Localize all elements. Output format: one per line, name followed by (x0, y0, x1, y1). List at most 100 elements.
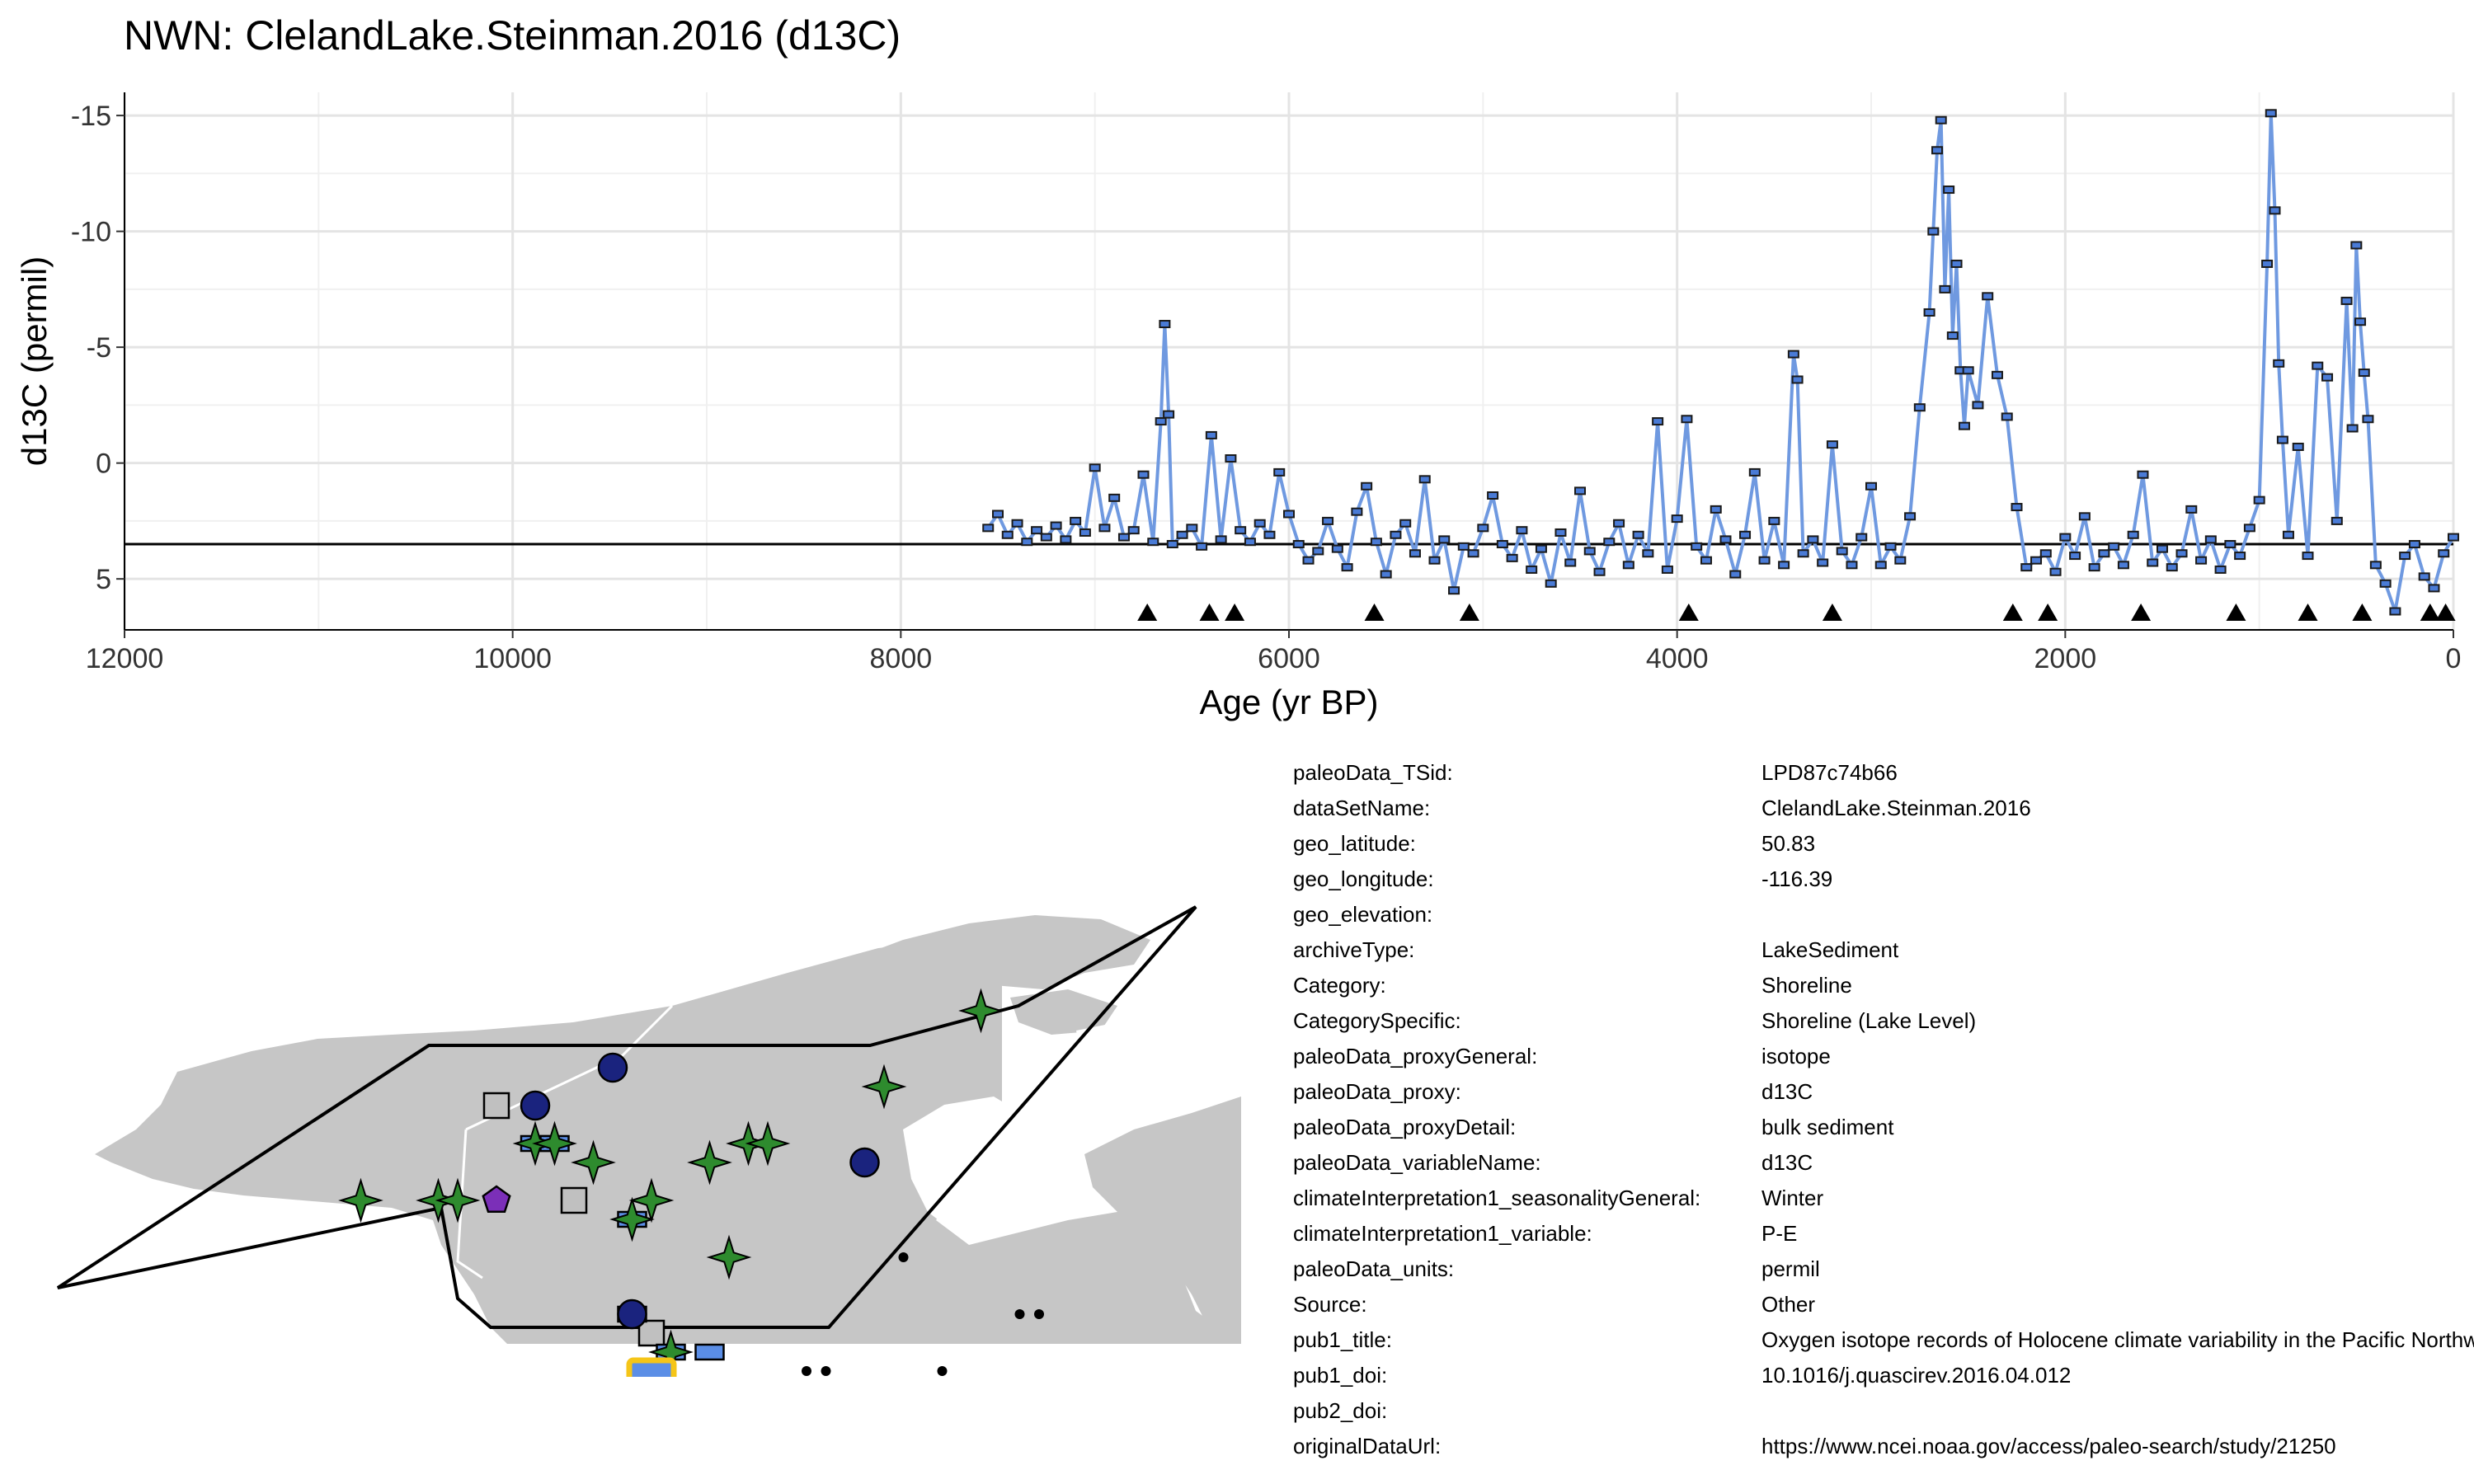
data-point (2379, 579, 2392, 588)
data-point (2175, 549, 2188, 558)
data-point (1681, 415, 1693, 424)
data-point (1467, 549, 1479, 558)
site-circle (520, 1090, 551, 1121)
data-point (1904, 512, 1917, 521)
data-point (1958, 421, 1970, 430)
age-marker-triangle (1137, 603, 1158, 621)
metadata-value: 10.1016/j.quascirev.2016.04.012 (1761, 1363, 2072, 1388)
data-point (2234, 552, 2246, 561)
site-circle (849, 1147, 880, 1178)
data-point (1322, 516, 1334, 525)
y-tick-label: 0 (96, 448, 111, 480)
age-marker-triangle (2226, 603, 2246, 621)
data-point (1661, 565, 1673, 574)
site-star (687, 1139, 732, 1186)
data-point (1739, 530, 1752, 539)
data-point (1021, 538, 1033, 547)
data-point (2224, 540, 2236, 549)
metadata-value: LakeSediment (1761, 937, 1899, 962)
data-point (1671, 514, 1683, 524)
site-dot (1034, 1309, 1044, 1319)
site-star (532, 1120, 577, 1167)
metadata-key: paleoData_units: (1293, 1256, 1455, 1281)
data-point (1807, 535, 1819, 544)
water-bodies (903, 1022, 1142, 1237)
age-marker-triangle (1364, 603, 1385, 621)
data-point (1390, 530, 1402, 539)
site-star (338, 1177, 383, 1223)
data-point (2438, 549, 2450, 558)
x-tick-label: 12000 (86, 643, 164, 674)
data-point (1787, 350, 1799, 359)
data-point (2408, 540, 2420, 549)
metadata-key: Source: (1293, 1292, 1367, 1317)
data-point (1040, 533, 1052, 542)
y-tick-label: -15 (71, 101, 111, 132)
data-point (2265, 109, 2277, 118)
data-point (1826, 440, 1838, 449)
study-region-outline (56, 905, 1197, 1329)
site-star (706, 1234, 752, 1280)
age-marker-triangle (1822, 603, 1842, 621)
data-point (1283, 510, 1295, 519)
data-point (1370, 538, 1382, 547)
series-layer (982, 109, 2459, 616)
data-point (1448, 586, 1460, 595)
x-tick-label: 6000 (1258, 643, 1320, 674)
age-marker-triangle (2038, 603, 2058, 621)
metadata-key: pub1_title: (1293, 1327, 1392, 1352)
metadata-value: P-E (1761, 1221, 1798, 1246)
data-point (2282, 530, 2294, 539)
site-circle (597, 1052, 628, 1083)
y-tick-label: -10 (71, 217, 111, 248)
data-point (1972, 401, 1984, 410)
site-pentagon (482, 1185, 511, 1214)
data-point (1593, 567, 1606, 576)
data-point (1931, 146, 1944, 155)
x-axis-label: Age (yr BP) (1199, 683, 1378, 721)
age-marker-triangle (2002, 603, 2023, 621)
data-point (1409, 549, 1421, 558)
data-point (1117, 533, 1130, 542)
data-point (1011, 519, 1023, 528)
x-axis-ticks: 12000 10000 8000 6000 4000 2000 0 (86, 630, 2461, 674)
data-point (1205, 430, 1217, 439)
data-point (2399, 552, 2411, 561)
data-point (1865, 481, 1877, 491)
data-point (2346, 424, 2359, 433)
data-point (1913, 403, 1926, 412)
y-axis-ticks: -15 -10 -5 0 5 (71, 101, 125, 595)
data-point (1235, 526, 1247, 535)
data-point (1946, 331, 1959, 340)
metadata-key: geo_longitude: (1293, 866, 1434, 891)
data-point (2098, 549, 2110, 558)
site-star (861, 1064, 907, 1110)
site-dot (898, 1252, 909, 1262)
data-point (2340, 296, 2353, 305)
age-marker-triangle (2352, 603, 2373, 621)
site-star (609, 1196, 655, 1242)
data-point (1991, 370, 2003, 379)
site-dot (1014, 1309, 1025, 1319)
data-point (1186, 524, 1198, 533)
metadata-key: climateInterpretation1_seasonalityGenera… (1293, 1186, 1701, 1210)
x-tick-label: 8000 (870, 643, 933, 674)
data-point (2350, 241, 2363, 250)
data-point (1574, 486, 1586, 495)
data-point (1147, 538, 1159, 547)
data-point (1535, 544, 1547, 553)
age-markers (1137, 603, 2456, 621)
data-point (2362, 415, 2374, 424)
data-point (2269, 206, 2281, 215)
data-point (2253, 495, 2265, 505)
site-dot (802, 1366, 811, 1376)
age-marker-triangle (1459, 603, 1479, 621)
data-point (2195, 556, 2208, 565)
age-marker-triangle (1225, 603, 1245, 621)
metadata-key: paleoData_proxyGeneral: (1293, 1044, 1538, 1068)
data-point (2157, 544, 2168, 553)
data-point (1292, 540, 1305, 549)
data-point (1719, 535, 1732, 544)
data-point (2418, 572, 2430, 581)
metadata-value[interactable]: https://www.ncei.noaa.gov/access/paleo-s… (1761, 1434, 2336, 1458)
